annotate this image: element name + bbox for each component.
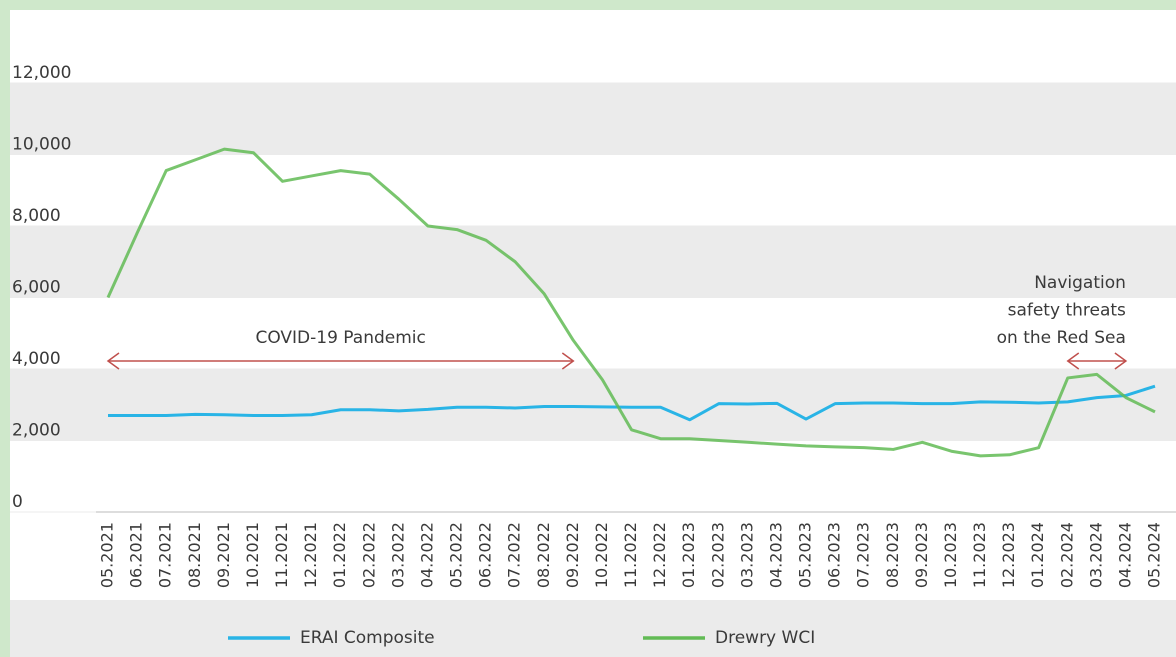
x-tick-label: 10.2022 bbox=[592, 522, 611, 588]
x-tick-label: 05.2024 bbox=[1145, 522, 1164, 588]
series-line bbox=[106, 147, 1156, 458]
x-tick-label: 01.2024 bbox=[1028, 522, 1047, 588]
y-tick-label: 8,000 bbox=[12, 206, 61, 226]
y-tick-label: 6,000 bbox=[12, 278, 61, 298]
x-tick-label: 01.2023 bbox=[679, 522, 698, 588]
x-tick-label: 08.2021 bbox=[185, 522, 204, 588]
y-tick-label: 12,000 bbox=[12, 63, 71, 83]
x-tick-label: 09.2022 bbox=[563, 522, 582, 588]
x-tick-label: 05.2023 bbox=[796, 522, 815, 588]
x-tick-label: 09.2023 bbox=[912, 522, 931, 588]
annotation-text: COVID-19 Pandemic bbox=[255, 328, 425, 348]
x-tick-label: 10.2023 bbox=[941, 522, 960, 588]
x-tick-label: 10.2021 bbox=[243, 522, 262, 588]
grid-band bbox=[10, 369, 1176, 441]
x-tick-label: 12.2021 bbox=[301, 522, 320, 588]
arrow-head bbox=[106, 352, 120, 370]
x-tick-label: 08.2023 bbox=[883, 522, 902, 588]
x-tick-label: 03.2023 bbox=[737, 522, 756, 588]
arrow-head bbox=[1066, 352, 1080, 370]
x-tick-label: 11.2022 bbox=[621, 522, 640, 588]
x-tick-label: 08.2022 bbox=[534, 522, 553, 588]
x-tick-label: 07.2023 bbox=[854, 522, 873, 588]
grid-band bbox=[10, 226, 1176, 298]
legend-band bbox=[10, 600, 1176, 657]
x-tick-label: 02.2024 bbox=[1057, 522, 1076, 588]
x-tick-label: 03.2022 bbox=[388, 522, 407, 588]
legend-label: ERAI Composite bbox=[300, 628, 435, 648]
grid-band bbox=[10, 297, 1176, 369]
x-tick-label: 04.2024 bbox=[1115, 522, 1134, 588]
y-tick-label: 0 bbox=[12, 492, 23, 512]
arrow-head bbox=[561, 352, 575, 370]
x-tick-label: 11.2021 bbox=[272, 522, 291, 588]
arrow-head bbox=[1114, 352, 1128, 370]
legend-label: Drewry WCI bbox=[715, 628, 815, 648]
x-tick-label: 02.2023 bbox=[708, 522, 727, 588]
x-tick-label: 12.2023 bbox=[999, 522, 1018, 588]
x-tick-label: 09.2021 bbox=[214, 522, 233, 588]
grid-band bbox=[10, 154, 1176, 226]
annotation-text: safety threats bbox=[1008, 301, 1126, 321]
x-tick-label: 02.2022 bbox=[359, 522, 378, 588]
annotation-text: on the Red Sea bbox=[997, 328, 1126, 348]
x-tick-label: 06.2022 bbox=[476, 522, 495, 588]
y-tick-label: 2,000 bbox=[12, 421, 61, 441]
x-tick-label: 04.2022 bbox=[417, 522, 436, 588]
series-line bbox=[108, 384, 1156, 422]
x-tick-label: 03.2024 bbox=[1086, 522, 1105, 588]
y-tick-label: 10,000 bbox=[12, 135, 71, 155]
x-tick-label: 07.2022 bbox=[505, 522, 524, 588]
grid-band bbox=[10, 83, 1176, 155]
y-tick-label: 4,000 bbox=[12, 349, 61, 369]
annotation-text: Navigation bbox=[1034, 273, 1126, 293]
x-tick-label: 06.2021 bbox=[127, 522, 146, 588]
x-tick-label: 11.2023 bbox=[970, 522, 989, 588]
grid-band bbox=[10, 440, 1176, 512]
x-tick-label: 06.2023 bbox=[825, 522, 844, 588]
x-tick-label: 07.2021 bbox=[156, 522, 175, 588]
x-tick-label: 01.2022 bbox=[330, 522, 349, 588]
x-tick-label: 12.2022 bbox=[650, 522, 669, 588]
x-tick-label: 04.2023 bbox=[766, 522, 785, 588]
x-tick-label: 05.2021 bbox=[98, 522, 117, 588]
x-tick-label: 05.2022 bbox=[447, 522, 466, 588]
